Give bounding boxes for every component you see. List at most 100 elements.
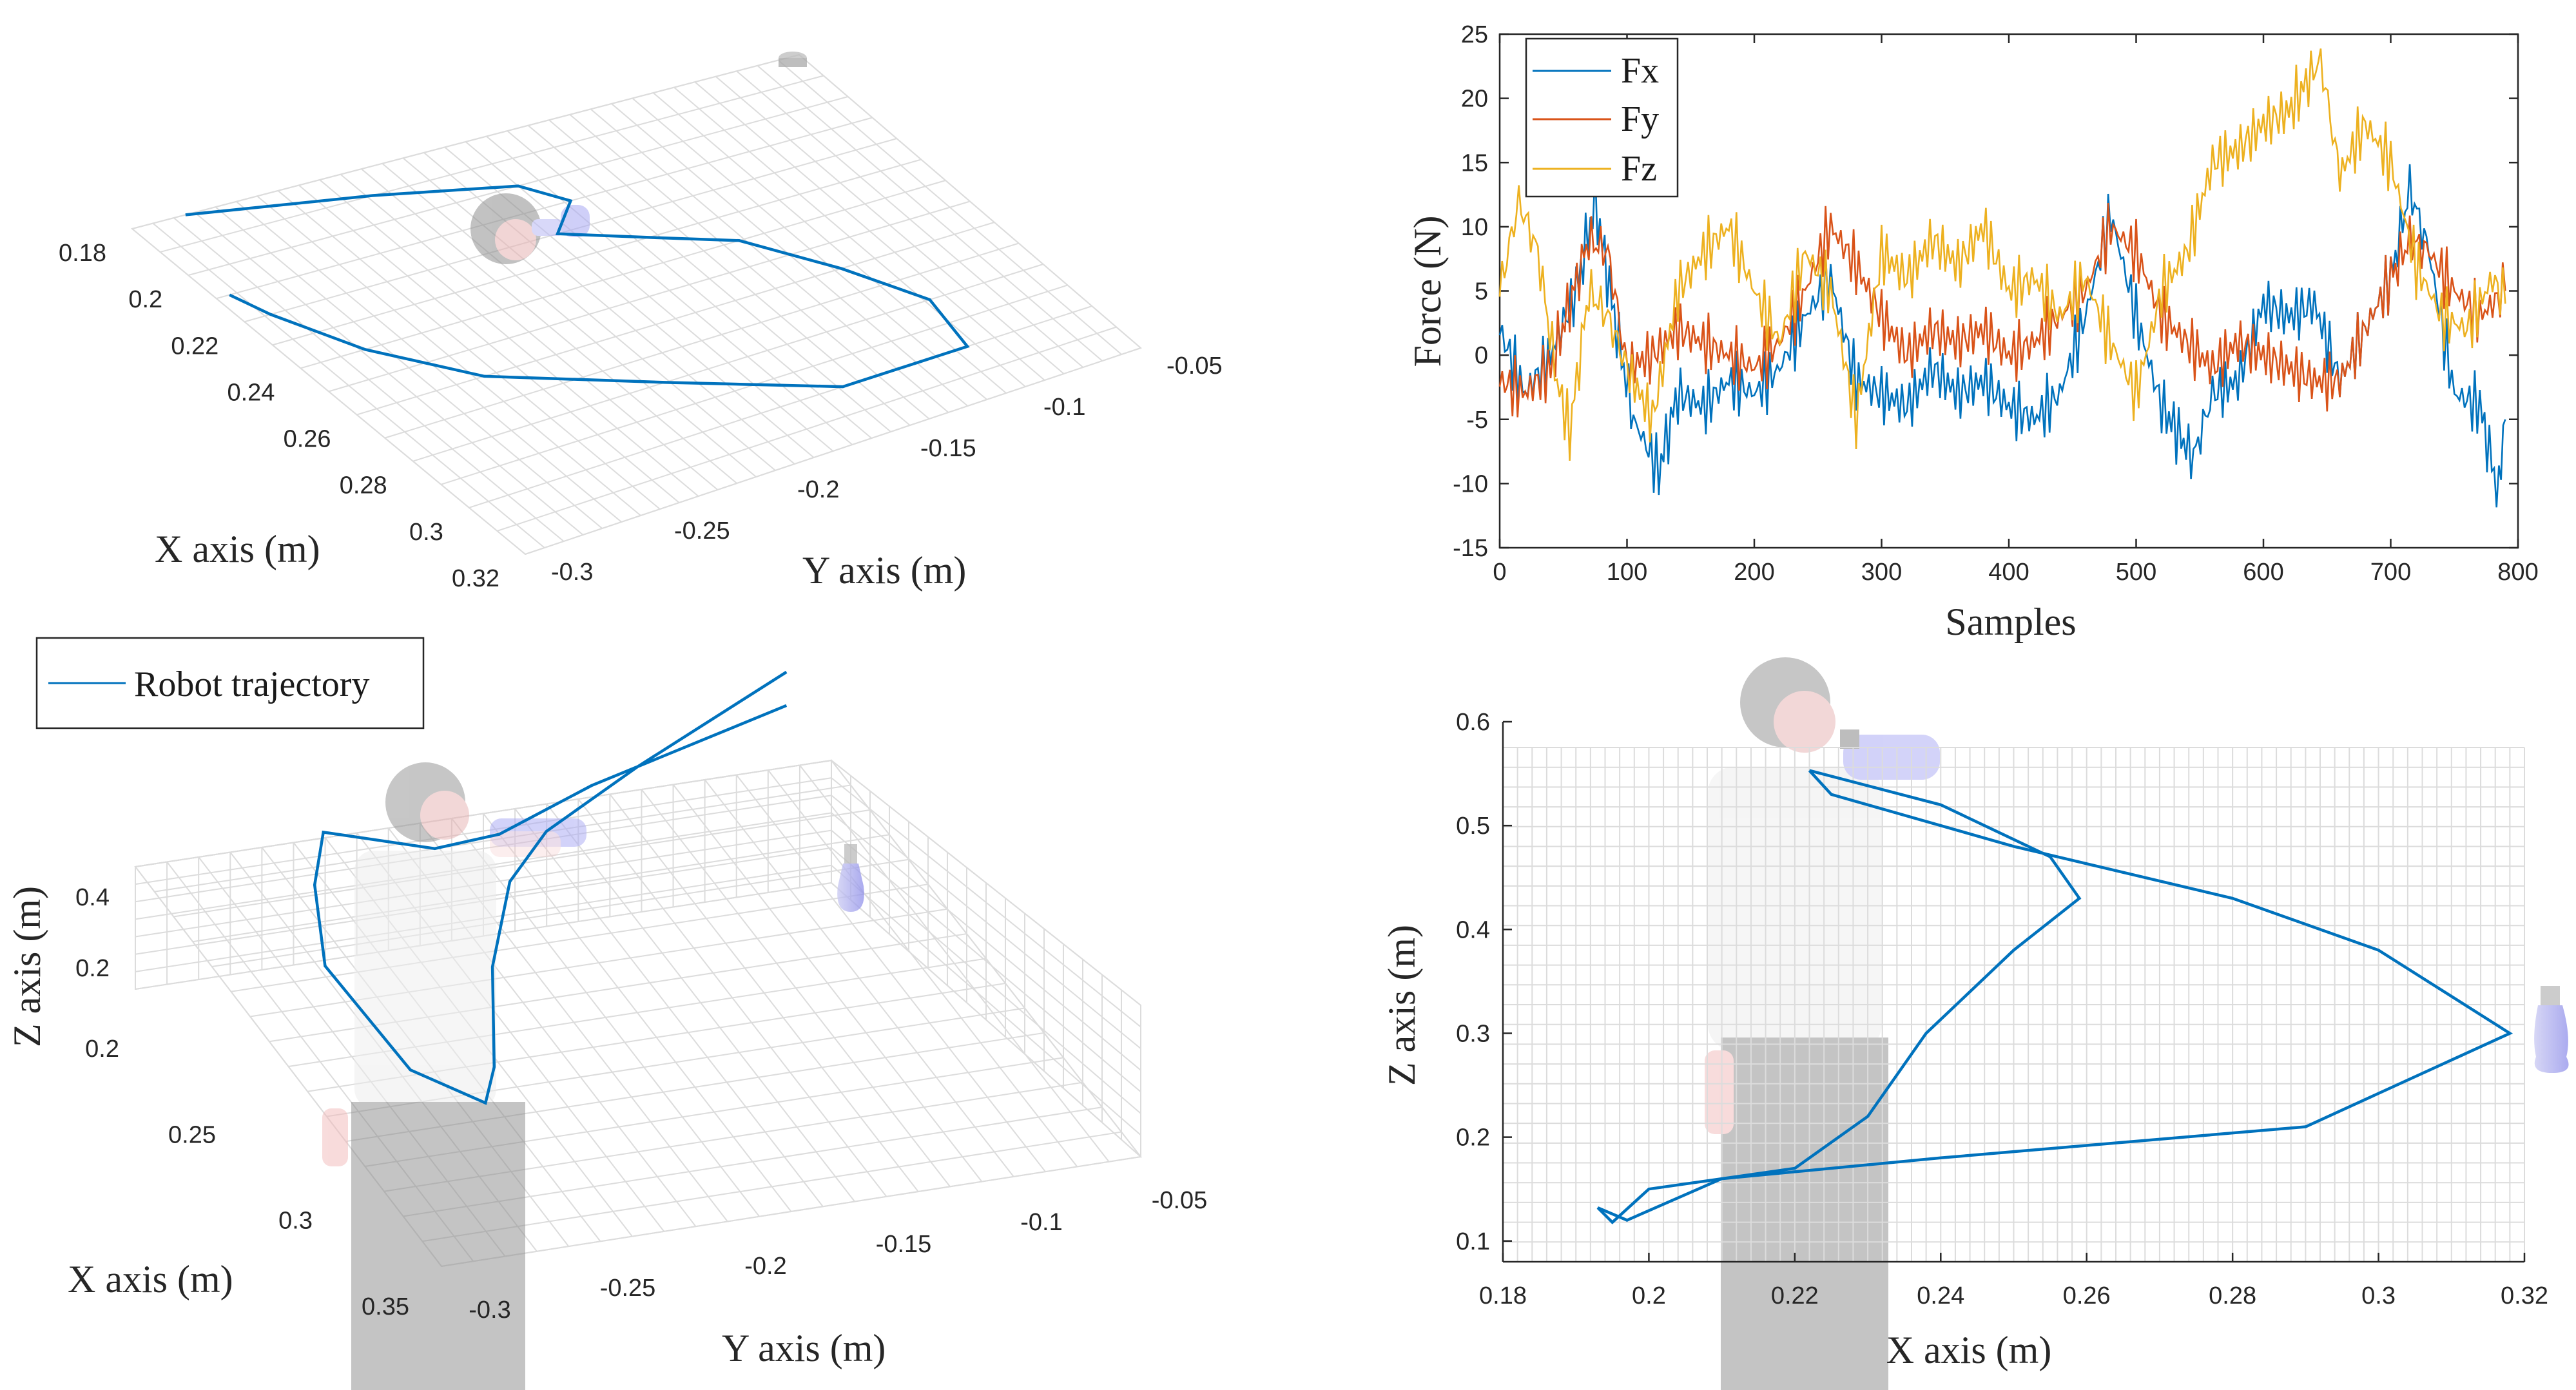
x-tick-label: 0.32 bbox=[2501, 1282, 2548, 1309]
xy-plane-outline bbox=[130, 53, 1142, 555]
x-tick-label: 500 bbox=[2116, 559, 2156, 586]
y-axis-label: Y axis (m) bbox=[722, 1327, 886, 1369]
grid-line bbox=[272, 159, 922, 346]
z-tick-label: 0.3 bbox=[1456, 1020, 1490, 1047]
z-tick-label: 0.5 bbox=[1456, 813, 1490, 840]
grid-line bbox=[831, 777, 1141, 1028]
legend-box bbox=[1525, 37, 1679, 198]
xz-axis-ticks: 0.18 0.2 0.22 0.24 0.26 0.28 0.3 0.32 0.1 0.2 0.3 0… bbox=[1456, 709, 2548, 1309]
x-tick-label: 200 bbox=[1734, 559, 1774, 586]
series-line-fz bbox=[1498, 48, 2506, 461]
y-tick-label: -0.1 bbox=[1043, 394, 1085, 421]
z-tick-label: 0.2 bbox=[75, 955, 110, 982]
floor-grid bbox=[135, 760, 1141, 1267]
legend-fx-label: Fx bbox=[1621, 51, 1659, 91]
series-line-fy bbox=[1498, 202, 2506, 418]
y-tick-label: 15 bbox=[1461, 150, 1488, 177]
force-plot-series bbox=[1498, 48, 2506, 508]
grid-line bbox=[356, 222, 995, 416]
grid-line bbox=[160, 75, 824, 253]
y-tick-label: -0.25 bbox=[600, 1275, 656, 1302]
z-tick-label: 0.4 bbox=[75, 884, 110, 911]
x-tick-label: 600 bbox=[2243, 559, 2283, 586]
grid-line bbox=[412, 264, 1043, 462]
x-axis-label: Samples bbox=[1945, 601, 2076, 643]
grid-line bbox=[525, 347, 1141, 555]
x-axis-ticks: 0.18 0.2 0.22 0.24 0.26 0.28 0.3 0.32 bbox=[59, 240, 499, 592]
force-plot-ticks: 0 100 200 300 400 500 600 700 800 -15 -10 -5 0 5 10 15 2… bbox=[1453, 21, 2539, 586]
y-tick-label: -0.25 bbox=[674, 517, 730, 545]
x-tick-label: 0.3 bbox=[2361, 1282, 2396, 1309]
grid-line bbox=[441, 1156, 1141, 1267]
y-tick-label: 10 bbox=[1461, 214, 1488, 241]
x-tick-label: 0 bbox=[1493, 559, 1506, 586]
human-figure-illustration bbox=[322, 762, 586, 1390]
panel-xz: 0.18 0.2 0.22 0.24 0.26 0.28 0.3 0.32 0.1 0.2 0.3 0… bbox=[1380, 657, 2569, 1390]
grid-line bbox=[131, 54, 800, 229]
panel-force: 0 100 200 300 400 500 600 700 800 -15 -10 -5 0 5 10 15 2… bbox=[1406, 21, 2539, 643]
grid-line bbox=[831, 795, 1141, 1049]
xyz-axis-ticks: 0.2 0.25 0.3 0.35 -0.3 -0.25 -0.2 -0.15 -0.1 -0.0… bbox=[75, 884, 1207, 1324]
y-tick-label: -5 bbox=[1466, 407, 1488, 434]
x-tick-label: 0.25 bbox=[168, 1121, 216, 1148]
y-axis-label: Y axis (m) bbox=[802, 549, 966, 592]
grid-line bbox=[497, 326, 1117, 532]
y-tick-label: 0 bbox=[1475, 342, 1488, 369]
legend-label: Robot trajectory bbox=[134, 664, 369, 704]
x-axis-label: X axis (m) bbox=[155, 528, 320, 570]
y-tick-label: -0.3 bbox=[551, 559, 593, 586]
x-tick-label: 100 bbox=[1607, 559, 1647, 586]
y-tick-label: -0.2 bbox=[744, 1253, 786, 1280]
grid-line bbox=[135, 795, 832, 903]
x-axis-label: X axis (m) bbox=[1886, 1329, 2052, 1371]
x-tick-label: 0.3 bbox=[409, 519, 443, 546]
grid-line bbox=[831, 812, 1141, 1071]
y-tick-label: 20 bbox=[1461, 86, 1488, 113]
panel-3d-xy: 0.18 0.2 0.22 0.24 0.26 0.28 0.3 0.32 -0.3 -0.25… bbox=[59, 52, 1223, 592]
x-axis-label: X axis (m) bbox=[68, 1258, 233, 1300]
legend-fz-label: Fz bbox=[1621, 149, 1657, 189]
x-tick-label: 0.24 bbox=[1917, 1282, 1964, 1309]
z-axis-label: Z axis (m) bbox=[1380, 925, 1423, 1086]
grid-line bbox=[135, 777, 832, 885]
x-tick-label: 0.2 bbox=[128, 286, 162, 313]
x-tick-label: 0.24 bbox=[227, 379, 275, 406]
trajectory-line-xyz bbox=[313, 670, 788, 1105]
grid-line bbox=[831, 829, 1141, 1093]
xz-plot-grid bbox=[1502, 747, 2525, 1262]
y-axis-label: Force (N) bbox=[1406, 216, 1449, 367]
x-tick-label: 0.28 bbox=[340, 472, 387, 499]
x-tick-label: 0.35 bbox=[362, 1293, 409, 1320]
grid-line bbox=[384, 242, 1020, 439]
grid-line bbox=[831, 760, 1141, 1006]
grid-line bbox=[831, 865, 1141, 1136]
x-tick-label: 0.2 bbox=[85, 1036, 119, 1063]
x-tick-label: 800 bbox=[2497, 559, 2538, 586]
x-tick-label: 0.22 bbox=[171, 333, 218, 360]
z-tick-label: 0.1 bbox=[1456, 1228, 1490, 1255]
grid-line bbox=[422, 1131, 1122, 1242]
y-tick-label: -0.05 bbox=[1152, 1187, 1208, 1214]
x-tick-label: 0.3 bbox=[278, 1208, 313, 1235]
x-tick-label: 0.26 bbox=[284, 426, 331, 453]
y-tick-label: -0.15 bbox=[876, 1231, 932, 1258]
grid-line bbox=[231, 883, 929, 992]
y-tick-label: -0.2 bbox=[797, 476, 839, 503]
z-tick-label: 0.4 bbox=[1456, 916, 1490, 943]
grid-line bbox=[831, 882, 1141, 1157]
force-legend: Fx Fy Fz bbox=[1525, 37, 1679, 198]
x-tick-label: 400 bbox=[1988, 559, 2029, 586]
bottle-illustration bbox=[837, 844, 864, 912]
bottle-top-illustration bbox=[779, 52, 807, 67]
grid-line bbox=[211, 858, 909, 967]
xy-plane-grid bbox=[131, 54, 1141, 555]
y-axis-ticks: -0.3 -0.25 -0.2 -0.15 -0.1 -0.05 bbox=[551, 352, 1223, 586]
bottle-illustration bbox=[2534, 986, 2569, 1073]
legend-robot-trajectory: Robot trajectory bbox=[35, 637, 425, 729]
x-tick-label: 0.26 bbox=[2063, 1282, 2111, 1309]
human-head-illustration bbox=[470, 193, 590, 264]
x-tick-label: 0.28 bbox=[2209, 1282, 2256, 1309]
x-tick-label: 0.32 bbox=[452, 565, 499, 592]
y-tick-label: 25 bbox=[1461, 21, 1488, 48]
